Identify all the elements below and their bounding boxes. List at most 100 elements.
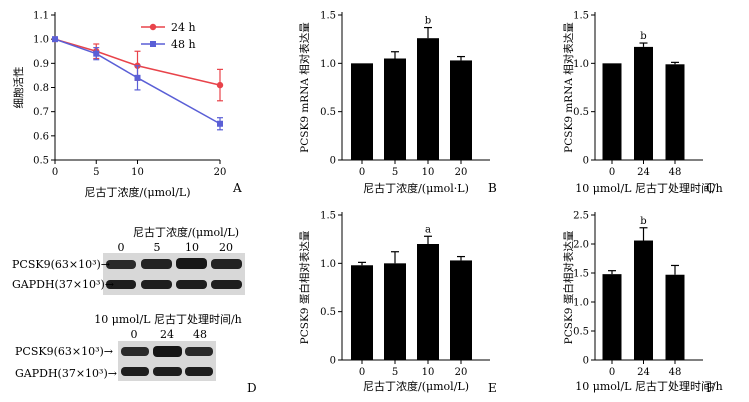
panel-label-d: D	[247, 381, 257, 395]
y-tick-label: 1.1	[33, 11, 49, 22]
bar	[665, 64, 685, 160]
blot-band	[141, 259, 172, 269]
blot-bottom-lane-1: 0	[131, 328, 138, 341]
x-tick-label: 0	[609, 367, 615, 378]
bar	[450, 60, 472, 160]
significance-label: a	[425, 224, 431, 235]
y-tick-label: 0.6	[33, 131, 49, 142]
y-tick-label: 1.5	[573, 269, 589, 280]
blot-top-pcsk9-bands	[106, 258, 242, 269]
blot-band	[106, 260, 136, 269]
x-tick-label: 20	[455, 167, 468, 178]
x-tick-label: 20	[214, 167, 227, 178]
blot-bottom-lane-2: 24	[160, 328, 174, 341]
data-point	[52, 36, 58, 43]
panel-b-bar-chart: 0 0.5 1.0 1.5 PCSK9 mRNA 相对表达量尼古丁浓度/(μmol·L)…	[298, 11, 497, 196]
bar	[602, 274, 622, 360]
blot-top-lane-3: 10	[185, 241, 199, 254]
x-tick-label: 24	[637, 367, 650, 378]
y-tick-label: 2.0	[573, 240, 589, 251]
legend-label: 24 h	[171, 21, 196, 34]
y-tick-label: 1.5	[320, 11, 336, 22]
panel-f-bar-chart: 0 0.5 1.0 1.5 2.0 2.5 PCSK9 蛋白相对表达量 10 μmol/L 尼…	[562, 211, 723, 396]
y-tick-label: 1.0	[320, 259, 336, 270]
x-tick-label: 10	[422, 367, 435, 378]
y-tick-label: 1.0	[320, 59, 336, 70]
legend-label: 48 h	[171, 38, 196, 51]
blot-band	[153, 367, 182, 376]
bar	[351, 63, 373, 161]
y-tick-label: 0	[330, 156, 336, 167]
series-line-2	[54, 38, 221, 125]
y-tick-label: 1.5	[573, 11, 589, 22]
data-point	[217, 120, 223, 127]
blot-band	[185, 367, 213, 376]
significance-label: b	[640, 31, 646, 42]
blot-top-gapdh-bands	[106, 280, 242, 289]
y-tick-label: 1.0	[33, 35, 49, 46]
x-tick-label: 0	[52, 167, 58, 178]
blot-top-row2-label: GAPDH(37×10³)→	[12, 278, 114, 291]
x-axis-label: 尼古丁浓度/(μmol/L)	[363, 379, 469, 393]
y-axis-label: PCSK9 mRNA 相对表达量	[562, 22, 575, 153]
data-point	[134, 74, 141, 81]
bar	[417, 38, 439, 161]
significance-label: b	[640, 216, 646, 227]
blot-band	[211, 259, 242, 269]
panel-label: A	[232, 181, 242, 195]
bar	[417, 244, 439, 360]
y-tick-label: 0.8	[33, 83, 49, 94]
panel-d-western-blot: 尼古丁浓度/(μmol/L) 0 5 10 20 PCSK9(63×10³)→ …	[12, 225, 257, 395]
data-point	[93, 50, 100, 57]
y-axis-label: PCSK9 蛋白相对表达量	[562, 230, 575, 344]
blot-band	[141, 280, 172, 289]
panel-label: B	[488, 181, 497, 195]
bar	[450, 260, 472, 360]
x-tick-label: 10	[131, 167, 144, 178]
x-tick-label: 48	[669, 367, 682, 378]
series-line-1	[54, 38, 221, 86]
y-tick-label: 1.0	[573, 59, 589, 70]
bar	[634, 240, 653, 360]
y-tick-label: 0.5	[573, 327, 589, 338]
x-tick-label: 5	[93, 167, 99, 178]
legend-marker	[150, 41, 156, 47]
blot-bottom-lane-3: 48	[193, 328, 207, 341]
y-tick-label: 1.0	[573, 298, 589, 309]
x-axis-label: 10 μmol/L 尼古丁处理时间/h	[575, 182, 723, 195]
blot-bottom-gapdh-bands	[121, 367, 213, 376]
x-tick-label: 48	[669, 167, 682, 178]
y-tick-label: 0	[583, 156, 589, 167]
blot-band	[153, 346, 182, 357]
blot-band	[176, 258, 207, 269]
y-tick-label: 0.9	[33, 59, 49, 70]
data-point	[216, 81, 224, 89]
blot-band	[121, 347, 149, 356]
x-tick-label: 5	[392, 167, 398, 178]
bar	[384, 263, 406, 360]
bar	[384, 58, 406, 160]
x-tick-label: 0	[359, 167, 365, 178]
y-axis-label: PCSK9 蛋白相对表达量	[298, 230, 311, 344]
blot-bottom-row2-label: GAPDH(37×10³)→	[15, 367, 117, 380]
y-tick-label: 0.5	[573, 107, 589, 118]
x-axis-label: 尼古丁浓度/(μmol/L)	[84, 185, 190, 199]
x-tick-label: 10	[422, 167, 435, 178]
bar	[665, 274, 685, 360]
y-tick-label: 0.5	[33, 156, 49, 167]
y-tick-label: 0.5	[320, 107, 336, 118]
x-tick-label: 20	[455, 367, 468, 378]
blot-bottom-pcsk9-bands	[121, 346, 213, 357]
panel-label: F	[706, 381, 714, 395]
blot-bottom-row1-label: PCSK9(63×10³)→	[15, 345, 113, 358]
y-tick-label: 2.5	[573, 211, 589, 222]
panel-label: C	[706, 181, 715, 195]
x-tick-label: 24	[637, 167, 650, 178]
bar	[351, 265, 373, 360]
blot-band	[176, 280, 207, 289]
blot-top-lane-1: 0	[118, 241, 125, 254]
y-tick-label: 0.5	[320, 307, 336, 318]
